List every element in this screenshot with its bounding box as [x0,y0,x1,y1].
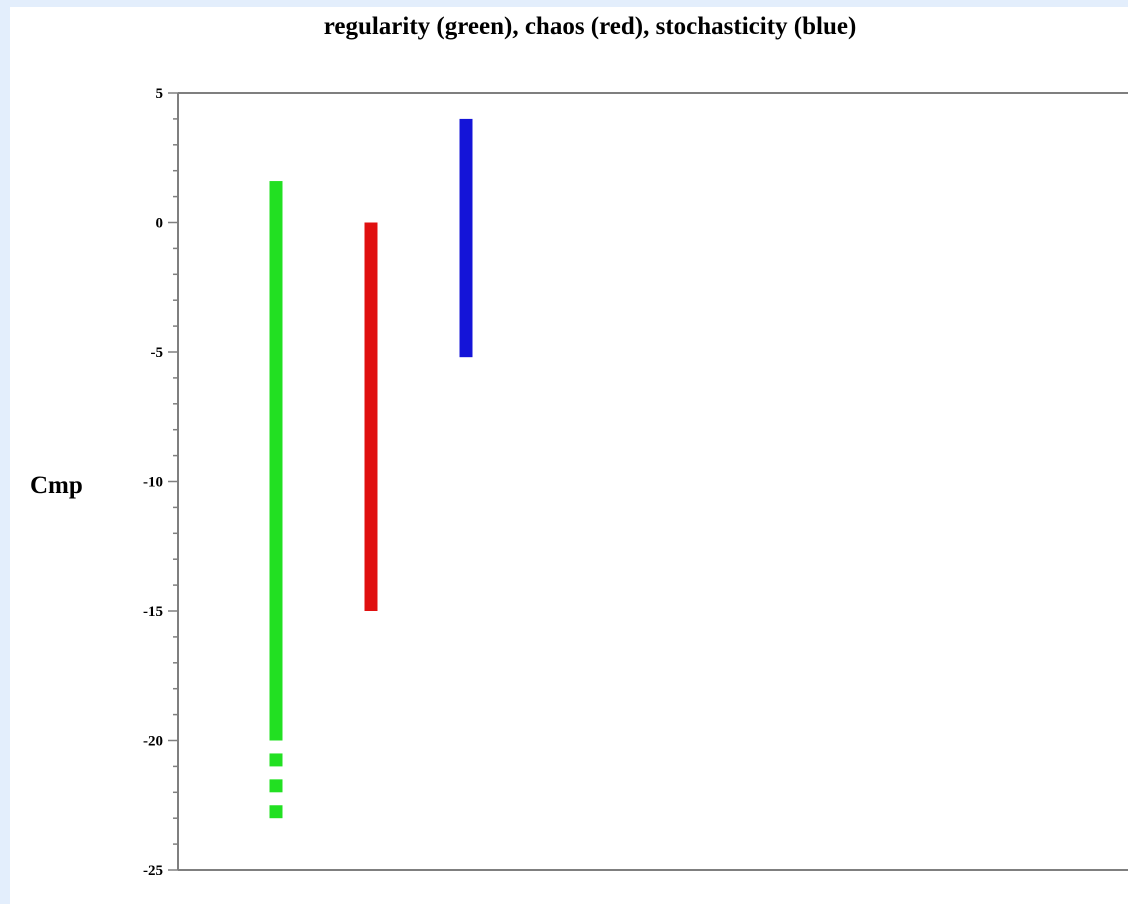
y-tick-label: -5 [151,345,164,361]
y-tick-label: 5 [156,86,164,102]
range-bar-stochasticity [459,118,473,358]
range-bar-dash-regularity [269,805,283,819]
y-tick-label: 0 [156,216,164,232]
y-tick-label: -20 [143,734,163,750]
y-axis-label: Cmp [30,472,83,499]
range-bar-chaos [364,222,378,611]
range-bar-regularity [269,181,283,741]
range-bar-dash-regularity [269,779,283,793]
y-tick-label: -25 [143,863,163,879]
chart-title: regularity (green), chaos (red), stochas… [324,13,857,40]
range-bar-dash-regularity [269,753,283,767]
bars [269,118,473,819]
axes [177,92,1128,871]
y-ticks: 5 0 -5 -10 -15 -20 -25 [143,86,178,879]
y-tick-label: -10 [143,475,163,491]
y-tick-label: -15 [143,604,163,620]
